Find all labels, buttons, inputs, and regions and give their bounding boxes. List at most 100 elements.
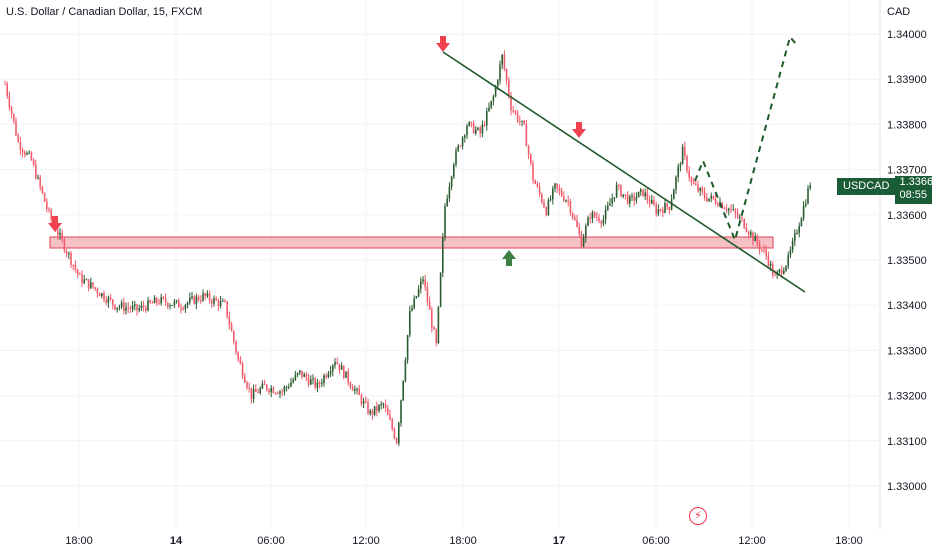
trendline-segment[interactable] — [442, 51, 806, 293]
candle-body — [131, 305, 134, 310]
candle-body — [626, 194, 629, 204]
candle-body — [536, 184, 539, 187]
candle-body — [323, 375, 325, 384]
candle-body — [239, 358, 242, 364]
candle-body — [48, 208, 50, 211]
candle-body — [426, 286, 429, 302]
candle-body — [593, 212, 596, 217]
candle-body — [521, 120, 523, 122]
last-price-box: 1.33666 08:55 — [895, 176, 932, 204]
candle-body — [717, 203, 719, 207]
candle-body — [692, 181, 695, 184]
candle-body — [444, 206, 446, 238]
candle-body — [684, 146, 686, 156]
candle-body — [281, 391, 283, 393]
candle-body — [191, 296, 193, 298]
candle-body — [211, 300, 213, 304]
candle-body — [587, 217, 589, 227]
candle-body — [219, 300, 222, 307]
lightning-icon[interactable]: ⚡ — [689, 507, 707, 525]
candle-body — [391, 419, 393, 430]
projection-line — [694, 34, 798, 244]
candle-body — [439, 272, 442, 307]
candle-body — [455, 150, 457, 165]
candle-body — [81, 274, 83, 284]
candle-body — [400, 400, 402, 424]
candle-body — [787, 255, 789, 266]
candle-body — [261, 383, 264, 389]
candle-body — [732, 209, 734, 211]
price-tick-label: 1.33000 — [887, 481, 927, 493]
zone-rect[interactable] — [49, 236, 774, 249]
candle-body — [807, 188, 809, 204]
candle-body — [794, 233, 796, 241]
candle-body — [299, 370, 301, 373]
time-axis[interactable]: 18:00 14 06:00 12:00 18:00 17 06:00 12:00 18:00 — [65, 535, 863, 547]
candle-body — [37, 177, 39, 179]
candle-body — [101, 293, 103, 297]
candle-body — [695, 183, 697, 185]
candle-body — [24, 152, 26, 155]
candle-body — [4, 83, 6, 85]
candle-body — [83, 279, 85, 284]
candle-body — [208, 293, 211, 301]
price-axis[interactable]: 1.34000 1.33900 1.33800 1.33700 1.33600 1.335… — [887, 29, 927, 493]
candle-body — [94, 287, 96, 290]
candle-body — [279, 391, 281, 394]
candle-body — [35, 164, 37, 179]
candle-body — [21, 149, 24, 153]
candle-body — [325, 375, 327, 378]
candle-body — [274, 392, 277, 394]
candle-body — [644, 192, 646, 197]
candle-body — [61, 232, 63, 240]
candle-body — [127, 307, 129, 309]
candle-body — [164, 298, 167, 303]
candle-body — [475, 129, 477, 134]
candle-body — [679, 164, 682, 167]
candle-body — [257, 391, 259, 393]
candle-body — [248, 387, 250, 389]
candle-body — [673, 189, 675, 200]
candle-body — [565, 200, 567, 202]
candle-body — [129, 308, 132, 310]
candle-body — [431, 309, 433, 328]
candle-body — [171, 305, 173, 307]
trendline[interactable] — [442, 51, 806, 293]
candle-body — [774, 274, 776, 276]
candle-body — [173, 301, 176, 306]
price-tick-label: 1.33100 — [887, 436, 927, 448]
candle-body — [70, 253, 72, 265]
candle-body — [74, 265, 77, 270]
candle-body — [105, 300, 107, 303]
candle-body — [28, 152, 30, 154]
candle-body — [182, 308, 184, 310]
resistance-zone[interactable] — [49, 236, 774, 249]
candle-body — [167, 302, 169, 307]
candle-body — [624, 194, 627, 196]
candle-body — [237, 352, 239, 359]
candle-body — [648, 199, 651, 204]
candle-body — [552, 188, 554, 200]
candle-body — [763, 249, 765, 251]
candle-body — [290, 382, 292, 387]
candle-body — [43, 192, 46, 202]
candle-body — [512, 110, 514, 112]
candle-body — [761, 249, 763, 251]
last-price: 1.33666 — [899, 176, 932, 188]
candle-body — [103, 293, 105, 301]
candle-body — [59, 232, 61, 236]
candle-body — [591, 212, 594, 219]
candle-body — [46, 201, 48, 209]
candle-body — [114, 304, 116, 310]
candle-body — [499, 64, 501, 81]
candle-body — [389, 414, 391, 420]
candle-body — [688, 170, 690, 178]
candle-body — [380, 404, 382, 406]
time-tick-label: 18:00 — [449, 535, 477, 547]
candle-body — [255, 389, 257, 392]
candle-body — [250, 387, 253, 399]
candle-body — [178, 300, 180, 308]
candle-body — [809, 185, 811, 189]
candle-body — [488, 107, 490, 112]
